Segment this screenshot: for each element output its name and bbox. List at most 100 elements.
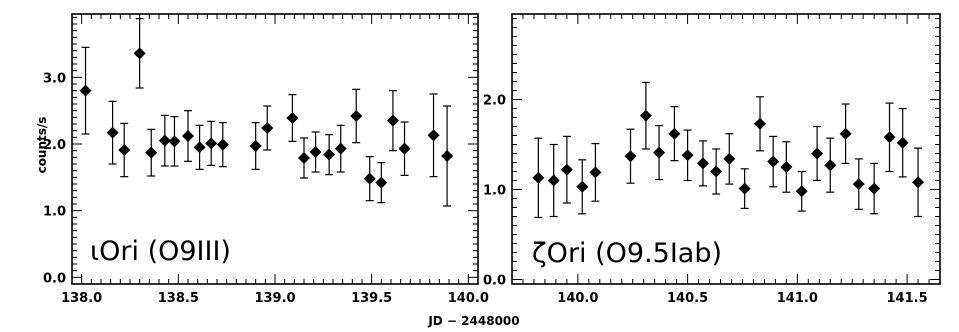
diamond-marker (883, 131, 896, 144)
diamond-marker (182, 130, 194, 142)
data-point (624, 128, 637, 184)
data-point (427, 93, 440, 178)
diamond-marker (710, 165, 723, 178)
diamond-marker (824, 159, 837, 172)
data-point (145, 128, 158, 177)
data-point (216, 122, 229, 168)
diamond-marker (441, 150, 454, 162)
diamond-marker (589, 166, 602, 179)
data-point (576, 159, 589, 215)
diamond-marker (386, 114, 399, 127)
data-point (723, 133, 736, 185)
x-tick-label: 140.0 (448, 291, 489, 306)
data-point (261, 105, 274, 151)
diamond-marker (811, 147, 824, 160)
data-point (286, 94, 299, 142)
data-point (298, 137, 310, 179)
diamond-marker (723, 152, 736, 165)
diamond-marker (145, 146, 158, 159)
data-point (710, 148, 723, 195)
diamond-marker (298, 152, 310, 164)
diamond-marker (780, 161, 793, 173)
diamond-marker (309, 146, 322, 158)
data-point (398, 121, 411, 176)
data-point (79, 46, 92, 135)
data-point (118, 122, 131, 178)
y-tick-label: 3.0 (43, 71, 66, 86)
data-point (323, 134, 336, 176)
diamond-marker (624, 150, 637, 163)
data-point (309, 131, 322, 173)
diamond-marker (398, 142, 411, 155)
diamond-marker (350, 110, 363, 122)
x-tick-label: 140.0 (557, 291, 598, 306)
diamond-marker (193, 141, 206, 154)
data-point (363, 156, 376, 202)
diamond-marker (106, 126, 119, 139)
data-point (334, 124, 347, 173)
data-point (668, 106, 681, 162)
data-point (386, 90, 399, 152)
diamond-marker (912, 176, 925, 189)
diamond-marker (249, 140, 262, 152)
diamond-marker (158, 134, 171, 147)
data-point (852, 158, 865, 210)
data-point (375, 162, 388, 204)
diamond-marker (323, 148, 336, 161)
data-point (839, 103, 852, 164)
y-tick-label: 0.0 (43, 271, 66, 286)
x-axis-label: JD − 2448000 (427, 314, 519, 328)
data-point (133, 18, 146, 89)
diamond-marker (852, 178, 865, 191)
data-point (738, 168, 751, 209)
data-point (696, 140, 709, 187)
diamond-marker (653, 146, 666, 159)
diamond-marker (681, 149, 694, 162)
x-tick-label: 141.0 (777, 291, 818, 306)
diamond-marker (118, 144, 131, 156)
data-point (795, 170, 808, 212)
data-point (681, 129, 694, 182)
data-point (560, 135, 573, 204)
data-point (754, 96, 767, 152)
data-point (868, 162, 881, 215)
data-point (350, 88, 363, 144)
data-point (547, 143, 560, 218)
data-point (441, 105, 454, 207)
diamond-marker (547, 174, 560, 187)
data-point (205, 120, 218, 166)
diamond-marker (261, 122, 274, 134)
plot-frame (511, 13, 941, 285)
diamond-marker (334, 142, 347, 155)
diamond-marker (839, 127, 852, 140)
data-point (896, 107, 909, 178)
x-tick-label: 138.5 (158, 291, 199, 306)
data-point (780, 141, 793, 193)
star-label: ιOri (O9III) (90, 236, 231, 267)
data-point (249, 122, 262, 170)
diamond-marker (668, 127, 681, 140)
diamond-marker (216, 138, 229, 151)
data-point (912, 147, 925, 218)
data-point (824, 137, 837, 193)
data-point (193, 124, 206, 170)
data-point (883, 102, 896, 173)
diamond-marker (168, 135, 181, 148)
star-label: ζOri (O9.5Iab) (532, 238, 722, 269)
data-point (811, 125, 824, 182)
diamond-marker (639, 109, 652, 122)
diamond-marker (79, 84, 92, 97)
diamond-marker (205, 137, 218, 150)
diamond-marker (754, 117, 767, 130)
x-tick-label: 138.0 (61, 291, 102, 306)
diamond-marker (795, 185, 808, 198)
diamond-marker (363, 172, 376, 185)
diamond-marker (560, 163, 573, 176)
diamond-marker (427, 129, 440, 142)
y-tick-label: 1.0 (43, 205, 66, 220)
diamond-marker (868, 182, 881, 195)
data-point (158, 114, 171, 167)
y-tick-label: 0.0 (483, 274, 506, 289)
data-point (639, 81, 652, 150)
